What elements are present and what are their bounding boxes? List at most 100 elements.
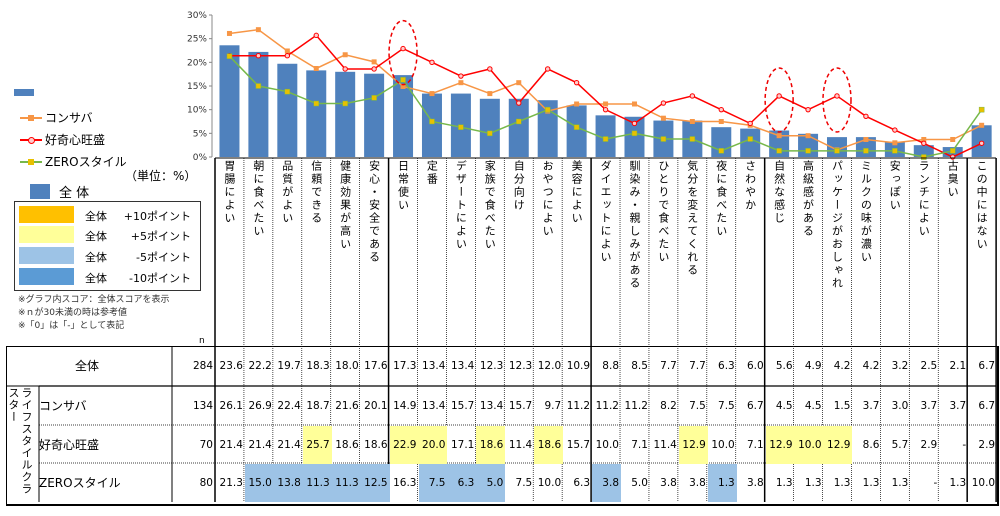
total-swatch — [30, 184, 50, 199]
swatch — [19, 206, 74, 223]
key-plus5: 全体 +5ポイント — [19, 226, 195, 244]
category-label: デザートによい — [454, 160, 468, 251]
category-label: 美容によい — [570, 160, 584, 225]
table-cell: 7.7 — [689, 360, 706, 372]
bar-おやつによい — [537, 100, 558, 157]
table-cell: 3.7 — [862, 400, 880, 412]
table-cell: 1.3 — [707, 464, 737, 502]
category-label: 日常使い — [396, 160, 410, 212]
note-2: ※ｎが30未満の時は参考値 — [18, 308, 127, 318]
red-line-circle-marker-icon — [20, 136, 42, 144]
table-cell: 21.3 — [219, 477, 243, 489]
marker-好奇心旺盛 — [516, 100, 522, 106]
marker-好奇心旺盛 — [313, 32, 319, 39]
marker-コンサバ — [226, 30, 232, 36]
bar-swatch — [14, 89, 34, 96]
marker-ZEROスタイル — [631, 130, 638, 137]
marker-ZEROスタイル — [487, 130, 493, 137]
swatch — [19, 247, 74, 264]
table-cell: 3.2 — [891, 360, 909, 372]
category-label: 家族で食べたい — [483, 160, 497, 251]
marker-ZEROスタイル — [776, 148, 782, 154]
table-cell: 10.0 — [971, 477, 996, 489]
table-cell: 3.8 — [660, 477, 677, 489]
table-cell: 6.7 — [978, 400, 996, 412]
table-cell: 2.5 — [920, 360, 938, 372]
table-cell: 14.9 — [393, 400, 417, 412]
table-cell: 10.0 — [537, 477, 562, 489]
marker-コンサバ — [950, 136, 956, 142]
table-cell: 7.5 — [718, 400, 735, 412]
marker-好奇心旺盛 — [255, 53, 262, 59]
category-label: さわやか — [743, 160, 757, 212]
table-cell: 18.6 — [364, 439, 388, 451]
marker-コンサバ — [603, 101, 609, 107]
marker-ZEROスタイル — [602, 136, 609, 142]
bar-パッケージがおしゃれ — [826, 137, 847, 157]
bar-健康効果が高い — [335, 71, 356, 157]
score-table: 全体 ライフスタイルクラスター コンサバ 好奇心旺盛 ZEROスタイル 284 2… — [6, 346, 999, 506]
table-cell: 8.6 — [862, 439, 880, 451]
highlight-circle — [822, 67, 852, 133]
table-cell: 3.0 — [891, 400, 909, 412]
table-cell: 15.7 — [450, 400, 475, 412]
marker-ZEROスタイル — [458, 124, 464, 130]
marker-好奇心旺盛 — [458, 73, 464, 79]
table-cell: 12.9 — [765, 426, 795, 464]
bar-美容によい — [566, 105, 587, 157]
category-label: ミルクの味が濃い — [859, 160, 873, 264]
unit-label: （単位：%） — [125, 169, 197, 183]
table-cell: 1.3 — [775, 477, 793, 489]
marker-ZEROスタイル — [400, 77, 406, 83]
marker-コンサバ — [805, 133, 811, 139]
table-cell: 13.4 — [422, 360, 446, 372]
table-cell: 18.3 — [306, 360, 330, 372]
table-cell: 1.3 — [891, 477, 909, 489]
marker-好奇心旺盛 — [342, 66, 348, 72]
n-header: n — [199, 336, 205, 346]
bar-安心・安全である — [364, 73, 385, 157]
table-cell: 6.0 — [746, 360, 764, 372]
table-cell: 21.6 — [335, 400, 359, 412]
table-cell: 12.3 — [508, 360, 533, 372]
table-cell: 10.9 — [566, 360, 591, 372]
marker-ZEROスタイル — [660, 136, 667, 142]
bar-信頼できる — [306, 70, 327, 157]
swatch — [19, 268, 74, 285]
marker-ZEROスタイル — [429, 118, 435, 125]
key-plus10: 全体 +10ポイント — [19, 206, 195, 224]
marker-ZEROスタイル — [978, 106, 985, 113]
category-label: 品質がよい — [280, 160, 294, 225]
marker-ZEROスタイル — [689, 136, 696, 142]
table-cell: 4.2 — [833, 360, 851, 372]
table-cell: 6.3 — [447, 464, 477, 502]
marker-好奇心旺盛 — [602, 106, 609, 113]
marker-好奇心旺盛 — [429, 59, 435, 66]
table-cell: 15.7 — [508, 400, 533, 412]
category-label: ダイエットによい — [599, 160, 612, 264]
table-cell: 4.5 — [804, 400, 822, 412]
table-cell: 22.4 — [277, 400, 301, 412]
y-tick-label: 0% — [193, 153, 208, 163]
note-1: ※グラフ内スコア：全体スコアを表示 — [18, 295, 170, 305]
table-cell: 1.3 — [949, 477, 967, 489]
table-cell: 3.7 — [949, 400, 967, 412]
n-value: 70 — [199, 439, 213, 451]
marker-好奇心旺盛 — [950, 154, 956, 160]
row-label-kouki: 好奇心旺盛 — [39, 438, 100, 452]
table-cell: 17.1 — [450, 439, 475, 451]
y-tick-label: 15% — [187, 82, 207, 92]
table-cell: 10.0 — [794, 426, 824, 464]
table-cell: 23.6 — [219, 360, 243, 372]
table-cell: 9.7 — [544, 400, 562, 412]
marker-ZEROスタイル — [255, 83, 262, 89]
marker-コンサバ — [979, 122, 985, 128]
table-cell: 11.4 — [508, 439, 533, 451]
bar-ミルクの味が濃い — [855, 137, 876, 157]
table-cell: 6.7 — [978, 360, 996, 372]
marker-好奇心旺盛 — [921, 140, 927, 146]
bar-ダイエットによい — [595, 115, 616, 157]
marker-コンサバ — [284, 48, 290, 54]
marker-コンサバ — [342, 52, 348, 58]
table-cell: 2.9 — [978, 439, 996, 451]
